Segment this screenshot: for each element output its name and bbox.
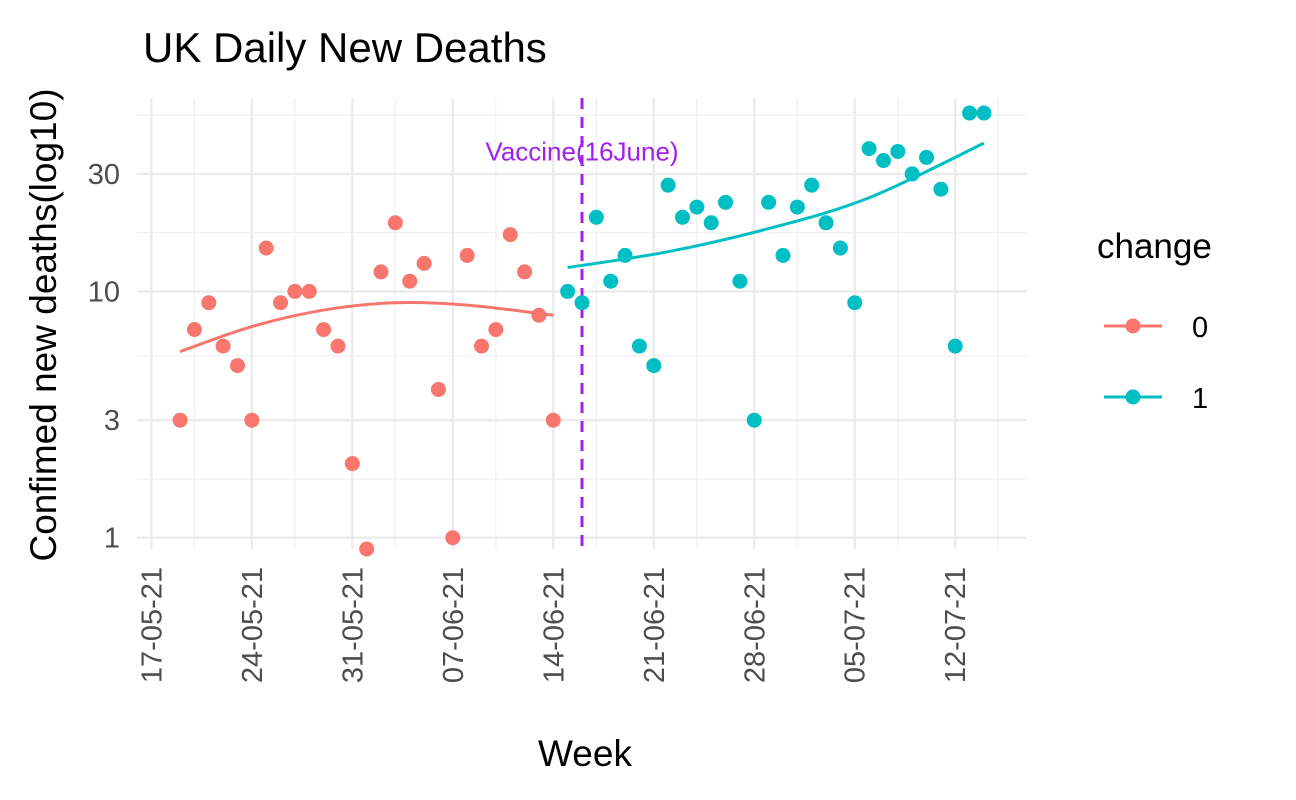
x-tick-label: 21-06-21	[639, 567, 671, 683]
x-tick-label: 31-05-21	[337, 567, 369, 683]
data-point-series-1	[588, 209, 604, 225]
x-tick-label: 05-07-21	[840, 567, 872, 683]
data-point-series-0	[172, 412, 188, 428]
x-tick-label: 07-06-21	[438, 567, 470, 683]
legend-key-point	[1125, 389, 1141, 405]
x-axis-title: Week	[538, 733, 632, 774]
data-point-series-0	[502, 227, 518, 243]
y-axis-tick-labels: 1 3 10 30	[88, 159, 120, 555]
vaccine-label: Vaccine(16June)	[485, 137, 678, 167]
data-point-series-0	[201, 295, 217, 311]
annotation-text-layer: Vaccine(16June)	[485, 137, 678, 167]
data-point-series-0	[430, 381, 446, 397]
data-point-series-0	[186, 322, 202, 338]
data-point-series-0	[330, 338, 346, 354]
data-point-series-0	[474, 338, 490, 354]
data-point-series-0	[402, 273, 418, 289]
data-point-series-0	[545, 412, 561, 428]
data-point-series-1	[904, 166, 920, 182]
data-point-series-0	[373, 264, 389, 280]
data-point-series-0	[387, 215, 403, 231]
data-point-series-1	[804, 177, 820, 193]
data-point-series-1	[919, 149, 935, 165]
data-point-series-1	[689, 199, 705, 215]
data-point-series-1	[761, 194, 777, 210]
data-point-series-1	[875, 153, 891, 169]
trend-line-series-0	[179, 300, 554, 353]
data-point-series-1	[933, 181, 949, 197]
data-point-series-1	[603, 273, 619, 289]
legend-label-series-0: 0	[1192, 312, 1208, 344]
data-point-series-1	[962, 105, 978, 121]
data-point-series-1	[631, 338, 647, 354]
legend-title: change	[1097, 227, 1212, 266]
x-axis-tick-labels: 17-05-21 24-05-21 31-05-21 07-06-21 14-06-21…	[136, 567, 972, 683]
data-point-series-0	[287, 283, 303, 299]
data-point-series-1	[660, 177, 676, 193]
data-point-series-0	[215, 338, 231, 354]
data-point-series-0	[316, 322, 332, 338]
data-point-series-1	[560, 283, 576, 299]
data-point-series-1	[732, 273, 748, 289]
x-tick-label: 28-06-21	[739, 567, 771, 683]
legend-key-point	[1125, 318, 1141, 334]
data-point-series-0	[488, 322, 504, 338]
data-point-series-1	[646, 358, 662, 374]
data-point-series-1	[703, 215, 719, 231]
data-point-series-1	[574, 295, 590, 311]
data-point-series-1	[775, 247, 791, 263]
data-point-series-1	[746, 412, 762, 428]
data-point-series-1	[976, 105, 992, 121]
data-point-series-1	[861, 141, 877, 157]
data-point-series-1	[947, 338, 963, 354]
legend-label-series-1: 1	[1192, 383, 1208, 415]
data-point-series-0	[459, 247, 475, 263]
x-tick-label: 17-05-21	[136, 567, 168, 683]
data-point-series-1	[818, 215, 834, 231]
data-point-series-1	[718, 194, 734, 210]
y-tick-label: 10	[88, 276, 120, 308]
data-point-series-0	[445, 530, 461, 546]
data-point-series-0	[229, 358, 245, 374]
data-point-series-1	[674, 209, 690, 225]
data-points	[172, 105, 992, 557]
data-point-series-0	[301, 283, 317, 299]
data-point-series-1	[832, 240, 848, 256]
y-tick-label: 30	[88, 159, 120, 191]
data-point-series-0	[273, 295, 289, 311]
data-point-series-1	[847, 295, 863, 311]
data-point-series-0	[416, 255, 432, 271]
x-tick-label: 14-06-21	[538, 567, 570, 683]
legend: change 0 1	[1097, 227, 1212, 415]
chart-title: UK Daily New Deaths	[143, 24, 547, 71]
x-tick-label: 24-05-21	[237, 567, 269, 683]
x-tick-label: 12-07-21	[940, 567, 972, 683]
data-point-series-0	[531, 307, 547, 323]
data-point-series-0	[344, 456, 360, 472]
data-point-series-0	[359, 541, 375, 557]
data-point-series-0	[244, 412, 260, 428]
data-point-series-0	[517, 264, 533, 280]
y-tick-label: 1	[104, 523, 120, 555]
y-tick-label: 3	[104, 405, 120, 437]
data-point-series-1	[890, 143, 906, 159]
data-point-series-1	[789, 199, 805, 215]
data-point-series-0	[258, 240, 274, 256]
y-axis-title: Confimed new deaths(log10)	[23, 88, 64, 561]
data-point-series-1	[617, 247, 633, 263]
